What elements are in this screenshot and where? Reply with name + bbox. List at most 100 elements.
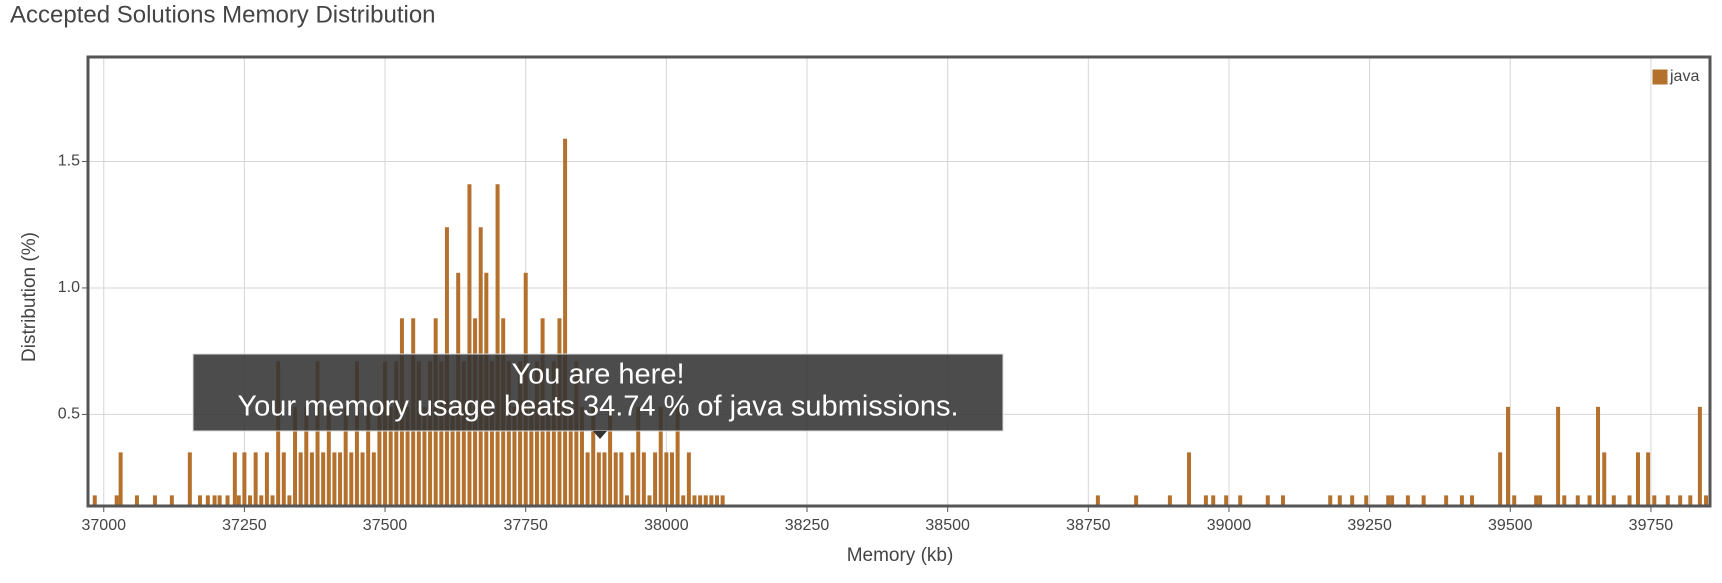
bar bbox=[321, 452, 326, 506]
bar bbox=[354, 361, 359, 506]
bar bbox=[574, 361, 579, 506]
bar bbox=[686, 452, 691, 506]
bar bbox=[568, 406, 573, 506]
bar bbox=[332, 452, 337, 506]
bar bbox=[1704, 495, 1709, 506]
grid bbox=[82, 57, 1710, 512]
bar bbox=[1697, 406, 1702, 506]
bar bbox=[518, 361, 523, 506]
bar bbox=[602, 452, 607, 506]
bar bbox=[467, 184, 472, 507]
bar bbox=[114, 495, 119, 506]
bar bbox=[264, 452, 269, 506]
bar bbox=[1635, 452, 1640, 506]
bar bbox=[669, 452, 674, 506]
bar bbox=[1265, 495, 1270, 506]
bar bbox=[641, 452, 646, 506]
bar bbox=[461, 361, 466, 506]
y-tick-label: 0.5 bbox=[58, 406, 80, 423]
bar bbox=[326, 406, 331, 506]
bar bbox=[118, 452, 123, 506]
tooltip-arrow bbox=[593, 431, 607, 439]
x-tick-label: 37000 bbox=[82, 517, 127, 534]
bar bbox=[248, 495, 253, 506]
x-tick-label: 39750 bbox=[1629, 517, 1674, 534]
bar bbox=[253, 452, 258, 506]
bar bbox=[92, 495, 97, 506]
bar bbox=[551, 361, 556, 506]
bar bbox=[187, 452, 192, 506]
bar bbox=[529, 406, 534, 506]
bar bbox=[405, 406, 410, 506]
bar bbox=[1506, 406, 1511, 506]
bars bbox=[92, 138, 1709, 507]
bar bbox=[422, 406, 427, 506]
bar bbox=[1688, 495, 1693, 506]
bar bbox=[714, 495, 719, 506]
legend-swatch bbox=[1651, 68, 1669, 86]
bar bbox=[197, 495, 202, 506]
bar bbox=[388, 406, 393, 506]
y-tick-label: 1.5 bbox=[58, 153, 80, 170]
bar bbox=[1611, 495, 1616, 506]
bar bbox=[647, 495, 652, 506]
bar bbox=[343, 406, 348, 506]
bar bbox=[579, 406, 584, 506]
bar bbox=[1364, 495, 1369, 506]
bar bbox=[1459, 495, 1464, 506]
bar bbox=[1224, 495, 1229, 506]
bar bbox=[236, 495, 241, 506]
bar bbox=[338, 452, 343, 506]
bar bbox=[1575, 495, 1580, 506]
bar bbox=[1421, 495, 1426, 506]
bar bbox=[1386, 495, 1391, 506]
bar bbox=[315, 361, 320, 506]
bar bbox=[276, 361, 281, 506]
bar bbox=[416, 361, 421, 506]
bar bbox=[1498, 452, 1503, 506]
bar bbox=[1678, 495, 1683, 506]
x-tick-label: 38250 bbox=[785, 517, 830, 534]
bar bbox=[1652, 495, 1657, 506]
bar bbox=[1337, 495, 1342, 506]
bar bbox=[1562, 495, 1567, 506]
bar bbox=[1596, 406, 1601, 506]
bar bbox=[298, 452, 303, 506]
bar bbox=[591, 406, 596, 506]
bar bbox=[1238, 495, 1243, 506]
bar bbox=[1280, 495, 1285, 506]
bar bbox=[349, 452, 354, 506]
bar bbox=[1665, 495, 1670, 506]
plot-frame bbox=[86, 55, 1712, 508]
bar bbox=[1350, 495, 1355, 506]
bar bbox=[1556, 406, 1561, 506]
bar bbox=[1187, 452, 1192, 506]
bar bbox=[152, 495, 157, 506]
bar bbox=[709, 495, 714, 506]
chart-title: Accepted Solutions Memory Distribution bbox=[10, 1, 436, 28]
bar bbox=[546, 406, 551, 506]
bar bbox=[212, 495, 217, 506]
bar bbox=[495, 184, 500, 507]
bar bbox=[270, 495, 275, 506]
bar bbox=[366, 406, 371, 506]
x-tick-label: 38750 bbox=[1066, 517, 1111, 534]
bar bbox=[1470, 495, 1475, 506]
bar bbox=[506, 361, 511, 506]
bar bbox=[259, 495, 264, 506]
bar bbox=[720, 495, 725, 506]
bar bbox=[383, 361, 388, 506]
bar bbox=[1602, 452, 1607, 506]
bar bbox=[217, 495, 222, 506]
bar bbox=[608, 406, 613, 506]
bar bbox=[1134, 495, 1139, 506]
tooltip-title: You are here! bbox=[511, 359, 684, 391]
bar bbox=[1538, 495, 1543, 506]
bar bbox=[1095, 495, 1100, 506]
bar bbox=[371, 452, 376, 506]
bar bbox=[1646, 452, 1651, 506]
x-tick-label: 37250 bbox=[222, 517, 267, 534]
bar bbox=[360, 452, 365, 506]
bar bbox=[394, 361, 399, 506]
